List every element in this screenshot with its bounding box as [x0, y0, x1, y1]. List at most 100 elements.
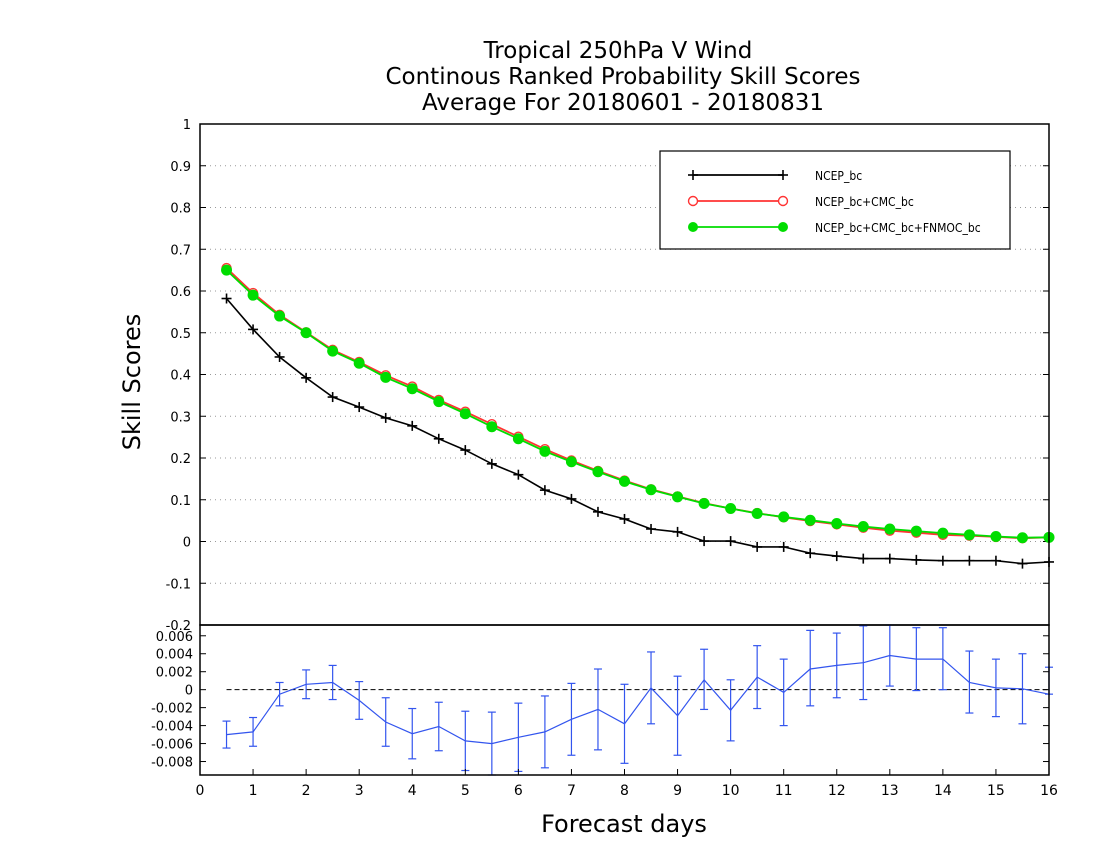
data-point [990, 555, 1001, 566]
legend-marker [778, 222, 788, 232]
y-tick-label: 0 [183, 536, 191, 551]
x-tick-label: 11 [775, 783, 793, 799]
x-tick-label: 7 [567, 783, 576, 799]
data-point [884, 553, 895, 564]
error-bar [806, 629, 815, 707]
data-point [512, 433, 524, 445]
data-point [805, 548, 816, 559]
y-axis-label: Skill Scores [118, 314, 146, 451]
data-point [964, 555, 975, 566]
x-tick-label: 10 [722, 783, 740, 799]
legend-entry: NCEP_bc+CMC_bc+FNMOC_bc [688, 221, 981, 235]
y-tick-label: 0.2 [170, 452, 191, 467]
diff-y-tick-label: -0.002 [151, 702, 193, 717]
x-tick-label: 14 [934, 783, 952, 799]
data-point [937, 555, 948, 566]
x-tick-label: 0 [196, 783, 205, 799]
data-point [1017, 558, 1028, 569]
data-point [778, 541, 789, 552]
legend-label: NCEP_bc [815, 169, 862, 183]
x-tick-label: 2 [302, 783, 311, 799]
diff-y-tick-label: 0.004 [156, 648, 193, 663]
legend-entry: NCEP_bc [688, 169, 862, 183]
data-point [221, 293, 232, 304]
data-point [646, 523, 657, 534]
y-tick-label: 0.9 [170, 160, 191, 175]
legend-box [659, 150, 1011, 250]
y-tick-label: 0.6 [170, 285, 191, 300]
diff-y-tick-label: -0.004 [151, 720, 193, 735]
x-axis-label: Forecast days [541, 810, 707, 838]
data-point [672, 526, 683, 537]
diff-y-tick-label: 0.006 [156, 630, 193, 645]
data-point [592, 506, 603, 517]
data-point [327, 345, 339, 357]
data-point [752, 541, 763, 552]
y-tick-label: 0.1 [170, 494, 191, 509]
data-point [725, 503, 737, 515]
data-point [486, 421, 498, 433]
x-tick-label: 8 [620, 783, 629, 799]
data-point [751, 508, 763, 520]
data-point [300, 327, 312, 339]
data-point [513, 469, 524, 480]
data-point [565, 456, 577, 468]
data-point [831, 518, 843, 530]
chart-title-line-1: Tropical 250hPa V Wind [483, 38, 753, 64]
diff-y-tick-label: 0 [185, 684, 193, 699]
data-point [460, 445, 471, 456]
data-point [353, 357, 365, 369]
y-tick-label: -0.1 [166, 577, 191, 592]
data-point [539, 485, 550, 496]
legend: NCEP_bc NCEP_bc+CMC_bc NCEP_bc+CMC_bc+FNMO… [659, 150, 1011, 250]
difference-line [226, 654, 1050, 745]
data-point [963, 529, 975, 541]
x-tick-label: 1 [249, 783, 258, 799]
data-point [406, 383, 418, 395]
data-point [911, 554, 922, 565]
x-tick-label: 13 [881, 783, 899, 799]
legend-marker [777, 195, 789, 207]
chart-title-line-3: Average For 20180601 - 20180831 [422, 90, 824, 116]
data-point [274, 351, 285, 362]
data-point [858, 553, 869, 564]
data-point [407, 420, 418, 431]
legend-label: NCEP_bc+CMC_bc+FNMOC_bc [815, 221, 981, 235]
chart-title-line-2: Continous Ranked Probability Skill Score… [385, 64, 860, 90]
data-point [619, 513, 630, 524]
legend-label: NCEP_bc+CMC_bc [815, 195, 914, 209]
y-tick-label: -0.2 [166, 619, 191, 634]
data-point [247, 289, 259, 301]
main-plot-panel: 1 0.9 0.8 0.7 0.6 0.5 0.4 0.3 0.2 0.1 0 -0.1 -0.2 [166, 118, 1055, 634]
y-tick-label: 0.3 [170, 410, 191, 425]
data-point [486, 458, 497, 469]
y-tick-label: 1 [183, 118, 191, 133]
x-tick-label: 9 [673, 783, 682, 799]
data-point [327, 392, 338, 403]
data-point [301, 372, 312, 383]
diff-y-tick-label: 0.002 [156, 666, 193, 681]
data-point [990, 530, 1002, 542]
data-point [725, 536, 736, 547]
x-tick-label: 4 [408, 783, 417, 799]
legend-marker [688, 222, 698, 232]
x-tick-label: 3 [355, 783, 364, 799]
y-tick-label: 0.4 [170, 369, 191, 384]
data-point [619, 475, 630, 487]
data-point [1016, 532, 1028, 544]
x-tick-label: 12 [828, 783, 846, 799]
legend-entry: NCEP_bc+CMC_bc [687, 195, 914, 209]
data-point [804, 514, 816, 526]
data-point [884, 523, 896, 535]
data-point [539, 445, 551, 457]
data-point [910, 525, 922, 537]
x-tick-label: 15 [987, 783, 1005, 799]
y-tick-label: 0.5 [170, 327, 191, 342]
data-point [380, 371, 392, 383]
x-tick-label: 16 [1040, 783, 1058, 799]
data-point [645, 484, 657, 496]
data-point [592, 466, 604, 478]
y-tick-label: 0.8 [170, 202, 191, 217]
difference-plot-panel: 0.006 0.004 0.002 0 -0.002 -0.004 -0.006 -0.008… [151, 624, 1058, 799]
